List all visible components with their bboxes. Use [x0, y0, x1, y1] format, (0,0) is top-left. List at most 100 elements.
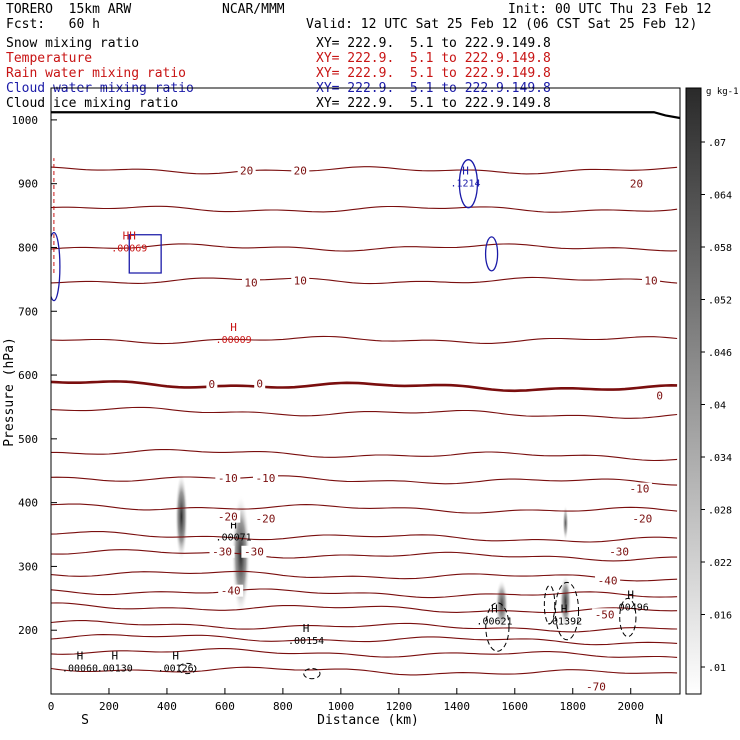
isotherm-label-bg	[291, 164, 310, 177]
cloud-ice-contour	[485, 602, 510, 652]
x-tick-label: 600	[215, 700, 235, 713]
x-tick-label: 800	[273, 700, 293, 713]
x-tick-label: 1600	[502, 700, 529, 713]
valid-time: Valid: 12 UTC Sat 25 Feb 12 (06 CST Sat …	[306, 17, 698, 32]
isotherm	[51, 503, 678, 514]
forecast-hour: Fcst: 60 h	[6, 17, 100, 32]
isotherm	[51, 448, 678, 462]
maximum-marker: H	[491, 603, 498, 616]
maximum-value: .00071	[216, 533, 252, 544]
isotherm-label: -10	[218, 472, 238, 485]
isotherm-label-bg	[629, 512, 655, 525]
maximum-marker: H	[172, 649, 179, 662]
y-tick-label: 500	[18, 433, 38, 446]
isotherm	[51, 276, 678, 285]
x-tick-label: 400	[157, 700, 177, 713]
isotherm	[51, 243, 678, 252]
field-xy-rain: XY= 222.9. 5.1 to 222.9.149.8	[316, 66, 551, 81]
isotherm-label-bg	[215, 471, 241, 484]
maximum-marker: H	[303, 622, 310, 635]
maximum-marker: H	[462, 164, 469, 177]
field-label-cloud-ice: Cloud ice mixing ratio	[6, 96, 179, 111]
isotherm	[51, 619, 678, 633]
maximum-marker: H	[77, 649, 84, 662]
isotherm-label: -30	[609, 546, 629, 559]
init-time: Init: 00 UTC Thu 23 Feb 12	[508, 2, 712, 17]
isotherm-label-bg	[606, 545, 632, 558]
x-axis-label: Distance (km)	[317, 713, 419, 728]
maximum-value: .01392	[546, 617, 582, 628]
surface-line	[51, 111, 680, 120]
isotherm-label: 10	[644, 275, 657, 288]
colorbar-tick-label: .052	[708, 296, 732, 307]
isotherm-label-bg	[642, 274, 661, 287]
x-tick-label: 200	[99, 700, 119, 713]
maximum-value: .00060	[62, 663, 98, 674]
cloud-ice-contour	[619, 597, 637, 638]
field-label-rain: Rain water mixing ratio	[6, 66, 187, 81]
y-tick-label: 700	[18, 305, 38, 318]
isotherm	[51, 634, 678, 646]
isotherm-label-bg	[583, 680, 609, 693]
x-tick-label: 0	[48, 700, 55, 713]
isotherm-label: 0	[256, 377, 263, 390]
y-tick-label: 200	[18, 624, 38, 637]
isotherm-label: 20	[240, 164, 253, 177]
y-tick-label: 900	[18, 178, 38, 191]
maximum-marker: H	[111, 649, 118, 662]
cloud-water-contour	[51, 231, 61, 302]
isotherm-label: -20	[218, 511, 238, 524]
maximum-value: .00009	[216, 335, 252, 346]
maximum-marker: H	[561, 603, 568, 616]
mixing-ratio-plume	[175, 472, 188, 562]
isotherm-label: -40	[598, 574, 618, 587]
cloud-ice-contour	[554, 581, 580, 641]
x-tick-label: 1000	[328, 700, 355, 713]
isotherm-label-bg	[242, 276, 261, 289]
model-title: TORERO 15km ARW	[6, 2, 132, 17]
colorbar-unit: g kg-1	[706, 87, 739, 97]
isotherm	[51, 406, 678, 419]
isotherm-label-bg	[206, 377, 218, 390]
isotherm-label-bg	[252, 512, 278, 525]
isotherm-label: 0	[656, 389, 663, 402]
isotherm-label: -10	[256, 472, 276, 485]
y-tick-label: 1000	[12, 114, 39, 127]
maximum-marker: H	[627, 589, 634, 602]
isotherm-label: -70	[586, 680, 606, 693]
isotherm-label-bg	[626, 482, 652, 495]
maximum-value: .1214	[450, 178, 480, 189]
isotherm	[51, 666, 678, 676]
y-tick-label: 600	[18, 369, 38, 382]
isotherm-label: 10	[244, 277, 257, 290]
isotherm	[51, 648, 678, 658]
isotherm	[51, 205, 678, 213]
isotherm-label-bg	[237, 164, 256, 177]
plot-frame	[50, 87, 681, 695]
x-tick-label: 1200	[386, 700, 413, 713]
isotherm-label-bg	[592, 608, 618, 621]
isotherm	[51, 602, 678, 614]
x-tick-label: 2000	[617, 700, 644, 713]
isotherm	[51, 475, 678, 486]
isotherm-label-bg	[627, 177, 646, 190]
isotherm	[51, 549, 678, 562]
maximum-value: .00126	[158, 663, 194, 674]
maximum-marker: H	[230, 321, 237, 334]
isotherm	[51, 530, 678, 543]
maximum-marker: H	[230, 519, 237, 532]
maximum-value: .00154	[288, 636, 324, 647]
isotherm-label-bg	[254, 377, 266, 390]
maximum-value: .00496	[613, 603, 649, 614]
colorbar-tick-label: .022	[708, 558, 732, 569]
isotherm-label: -40	[221, 585, 241, 598]
colorbar-tick-label: .07	[708, 138, 726, 149]
y-tick-label: 300	[18, 560, 38, 573]
isotherm-label: -20	[256, 513, 276, 526]
field-xy-temperature: XY= 222.9. 5.1 to 222.9.149.8	[316, 51, 551, 66]
field-xy-cloud-ice: XY= 222.9. 5.1 to 222.9.149.8	[316, 96, 551, 111]
colorbar-tick-label: .046	[708, 348, 732, 359]
isotherm-label-bg	[215, 510, 241, 523]
field-label-snow: Snow mixing ratio	[6, 36, 140, 51]
